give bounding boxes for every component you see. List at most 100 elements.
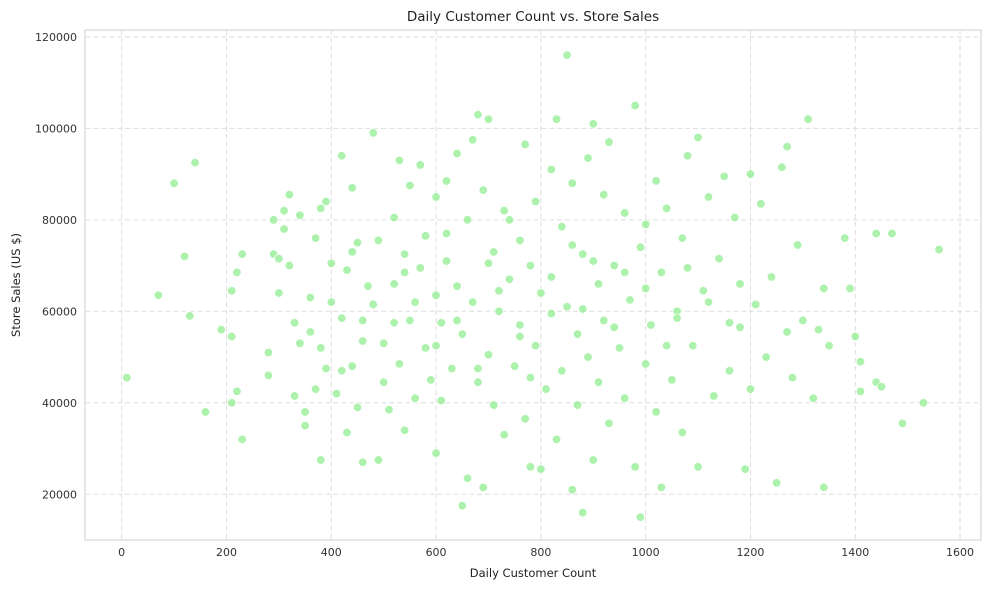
data-point [656,267,667,278]
data-point [578,304,588,314]
data-point [342,265,352,275]
data-point [452,281,462,291]
data-point [735,322,745,333]
data-point [410,393,420,403]
data-point [227,331,237,342]
data-point [337,313,347,323]
data-point [378,377,389,387]
y-ticks: 20000 40000 60000 80000 100000 120000 [35,31,77,501]
data-point [284,260,295,271]
data-point [525,372,536,383]
data-point [593,279,604,289]
data-point [441,256,452,266]
data-point [588,455,598,465]
data-point [604,418,614,429]
data-point [504,274,515,284]
data-point [342,427,352,438]
data-point [682,263,693,273]
data-point [630,100,640,111]
data-point [347,183,357,193]
data-point [730,212,740,223]
data-point [515,331,525,342]
data-point [546,308,557,319]
data-point [399,425,410,435]
data-point [520,139,530,150]
data-point [693,132,703,143]
data-point [557,366,567,376]
data-point [551,114,562,124]
data-point [284,189,295,200]
data-point [478,185,488,195]
data-point [122,372,132,383]
y-tick-label: 100000 [35,122,77,135]
data-point [237,434,247,445]
data-point [677,427,688,438]
data-point [855,386,866,397]
data-point [630,462,640,472]
data-point [321,196,331,207]
data-point [405,180,415,191]
x-axis-label: Daily Customer Count [470,566,597,580]
data-point [431,290,441,300]
data-point [719,171,729,182]
data-point [473,363,483,374]
data-point [609,322,619,333]
data-point [436,395,447,406]
data-point [703,192,714,202]
data-point [310,233,321,243]
data-point [321,363,331,374]
data-point [530,340,541,351]
data-point [813,324,824,335]
data-point [389,212,399,223]
y-tick-label: 120000 [35,31,77,44]
data-point [661,340,672,351]
data-point [651,176,661,186]
data-point [646,320,656,330]
data-point [468,297,478,307]
data-point [358,457,368,467]
data-point [457,329,467,339]
data-point [525,260,536,271]
data-point [819,482,829,493]
data-point [431,192,441,202]
data-point [740,464,750,474]
data-point [483,350,494,360]
data-point [824,340,834,351]
data-point [232,386,242,397]
data-point [499,205,509,216]
data-point [761,352,771,362]
data-point [845,283,855,294]
data-point [352,237,363,248]
data-point [583,153,593,163]
data-point [483,114,494,124]
data-point [358,315,368,326]
data-point [420,343,431,353]
x-tick-label: 1200 [736,546,764,559]
data-point [750,299,761,310]
data-point [373,235,384,246]
data-point [153,290,164,300]
data-point [551,434,562,445]
data-point [310,384,321,394]
data-point [871,228,881,239]
data-point [384,404,394,415]
data-point [745,384,756,394]
data-point [808,393,819,403]
x-tick-label: 200 [216,546,237,559]
data-point [640,359,651,369]
data-point [337,366,347,376]
data-point [473,377,483,387]
data-point [331,388,342,399]
data-point [567,178,577,188]
data-point [489,400,499,410]
points [122,50,944,522]
data-point [541,384,551,394]
chart-title: Daily Customer Count vs. Store Sales [407,9,659,25]
data-point [656,482,667,493]
data-point [347,361,357,371]
data-point [300,407,310,417]
x-tick-label: 1400 [841,546,869,559]
data-point [179,251,190,262]
data-point [368,299,378,310]
data-point [546,272,557,282]
